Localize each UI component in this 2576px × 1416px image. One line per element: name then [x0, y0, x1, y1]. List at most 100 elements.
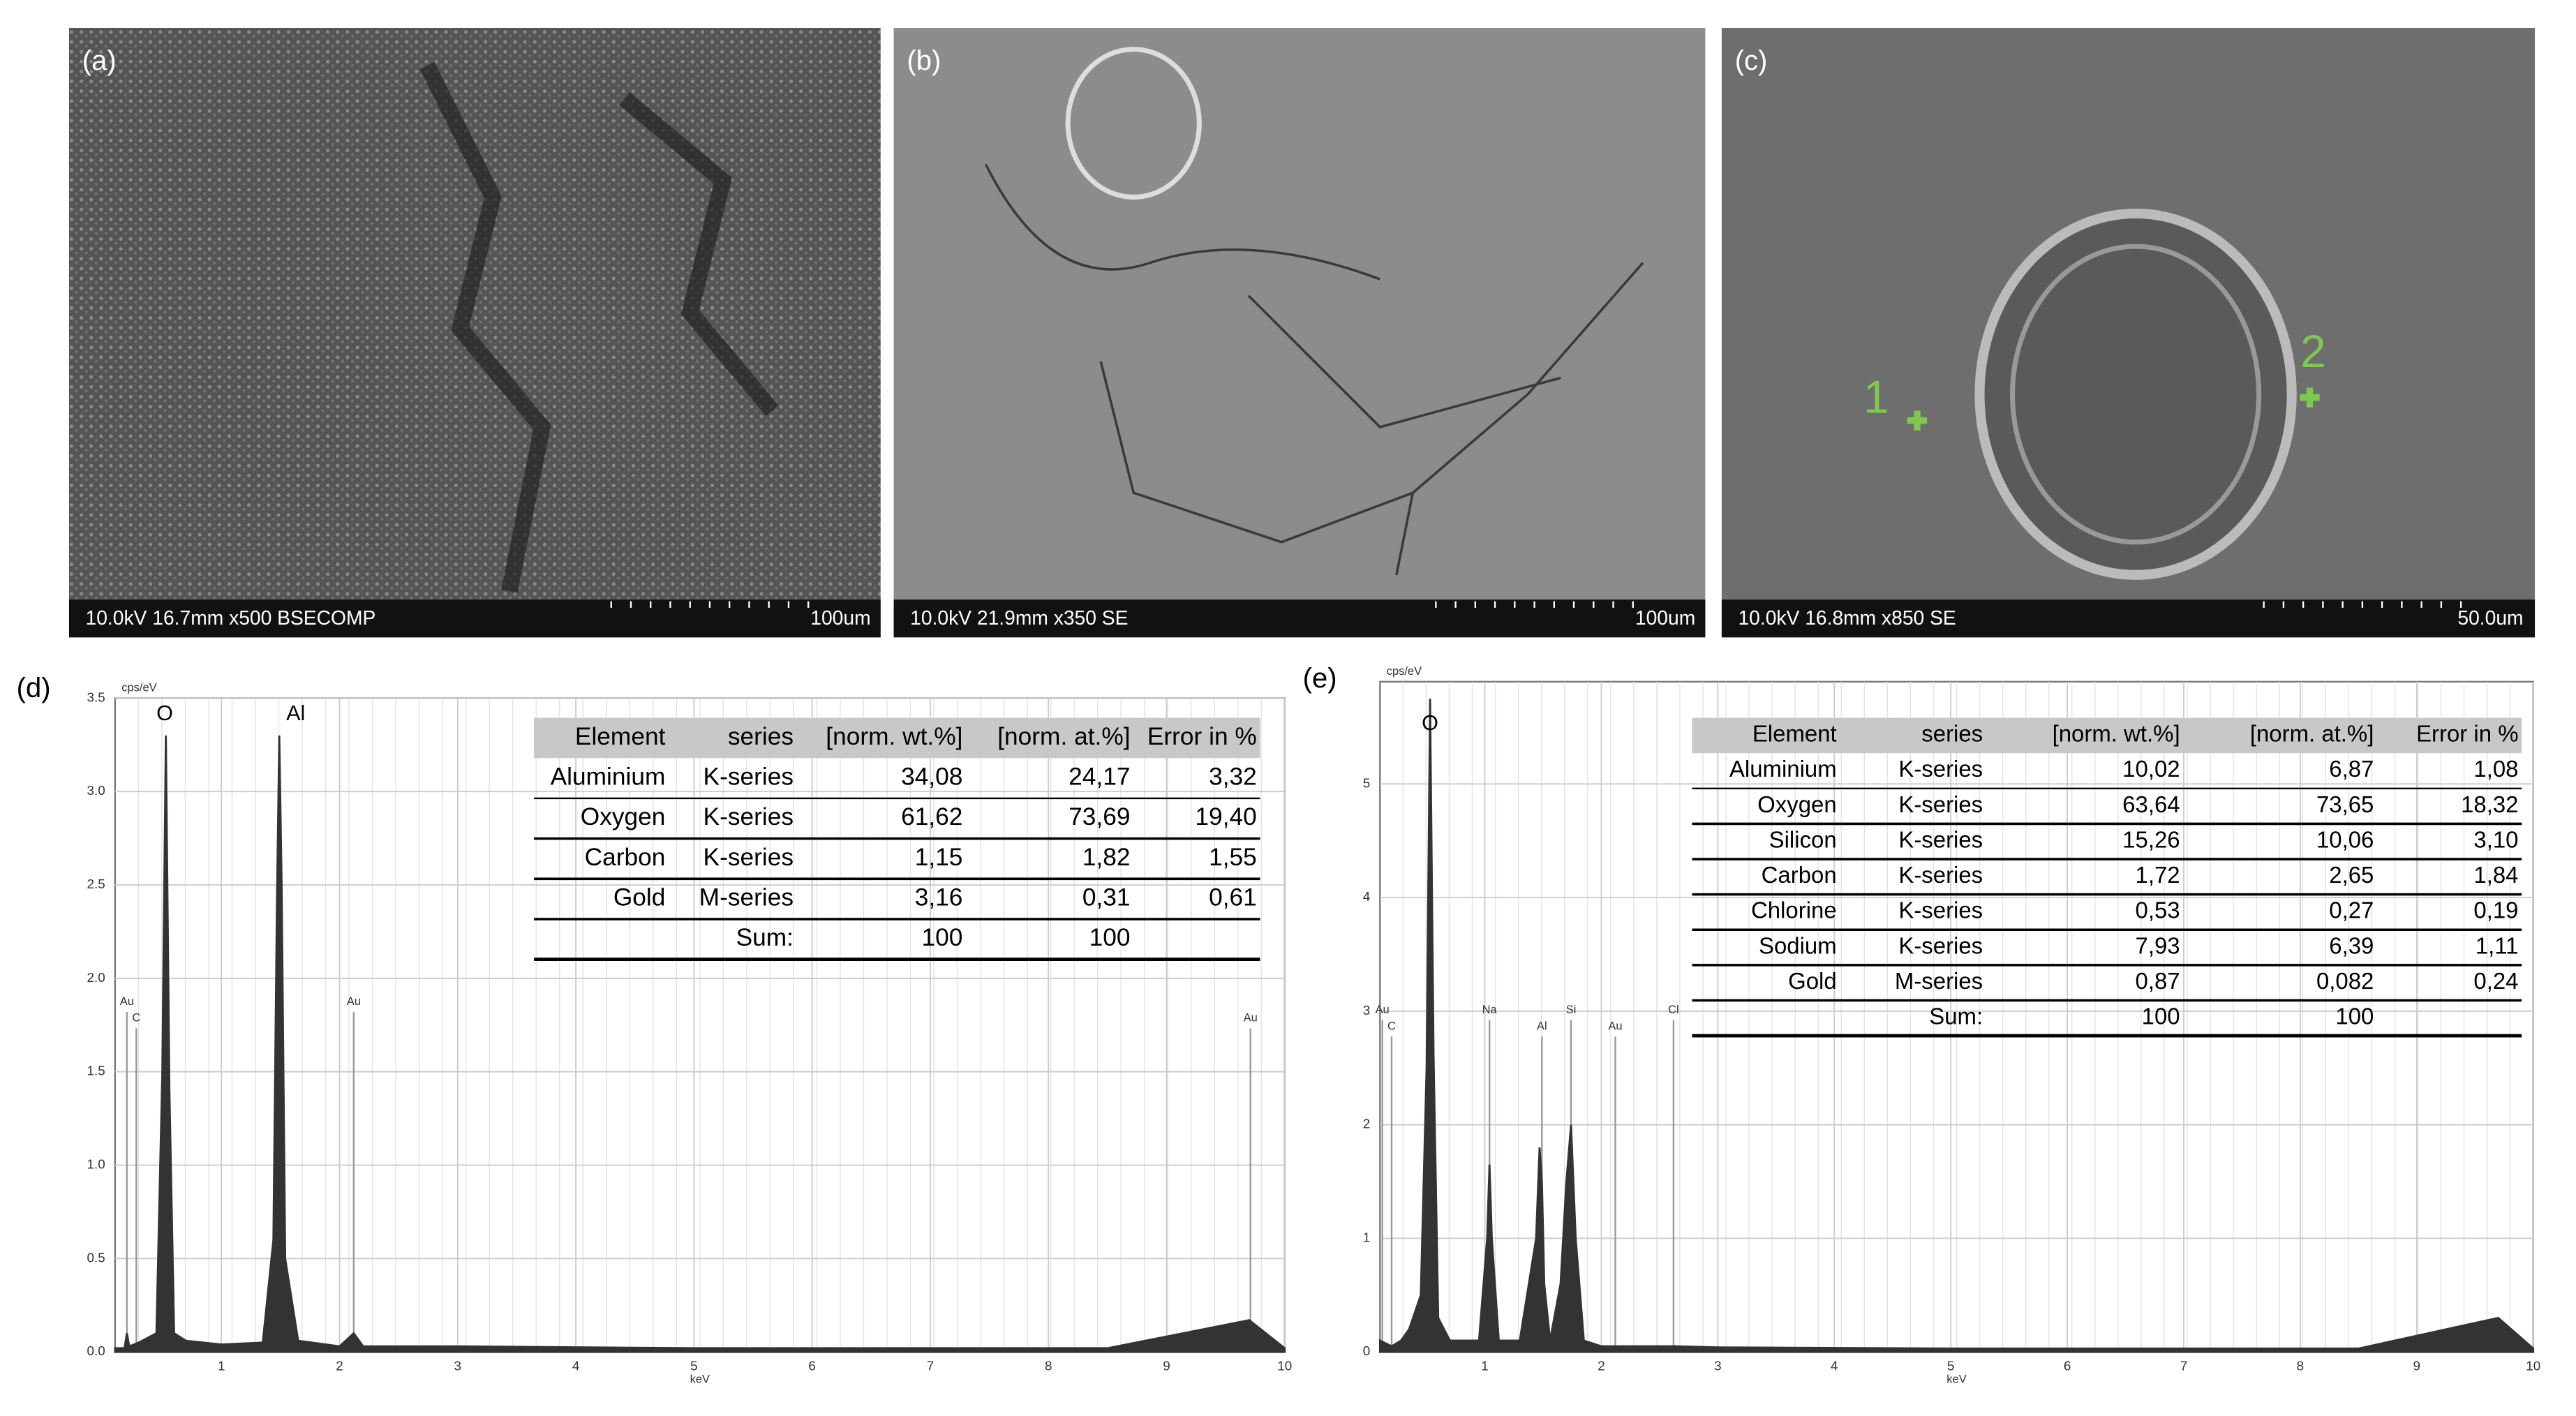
- table-cell: Oxygen: [1757, 791, 1837, 817]
- sem-caption: 10.0kV 16.7mm x500 BSECOMP: [85, 606, 375, 629]
- panel-label: (c): [1735, 45, 1768, 76]
- table-cell: 15,26: [2122, 826, 2180, 852]
- table-sum: 100: [2142, 1003, 2180, 1029]
- x-tick-label: 9: [1163, 1358, 1170, 1373]
- sem-image-b: [893, 28, 1706, 638]
- table-cell: 0,31: [1082, 884, 1131, 911]
- table-cell: Gold: [1788, 968, 1837, 994]
- table-cell: M-series: [699, 884, 794, 911]
- table-cell: 1,08: [2473, 756, 2518, 782]
- point-cross: [2300, 387, 2320, 408]
- caption-bar: [893, 599, 1706, 638]
- marker-label: Au: [347, 995, 361, 1008]
- y-axis-title: cps/eV: [1387, 665, 1422, 678]
- table-cell: 19,40: [1195, 803, 1256, 830]
- table-cell: Oxygen: [581, 803, 666, 830]
- sem-texture: [419, 61, 779, 593]
- table-cell: 1,55: [1209, 844, 1257, 871]
- marker-label: C: [132, 1012, 140, 1024]
- marker-label: C: [1387, 1020, 1396, 1032]
- table-cell: K-series: [703, 844, 794, 871]
- x-tick-label: 1: [218, 1358, 225, 1373]
- x-tick-label: 4: [572, 1358, 579, 1373]
- marker-label: Al: [1537, 1020, 1547, 1032]
- marker-label: Si: [1566, 1004, 1577, 1016]
- table-cell: 10,02: [2122, 756, 2180, 782]
- sem-feature: [2010, 244, 2262, 545]
- table-cell: K-series: [703, 803, 794, 830]
- x-tick-label: 8: [2297, 1358, 2304, 1373]
- table-cell: K-series: [1898, 862, 1983, 888]
- table-cell: 63,64: [2122, 791, 2180, 817]
- table-sum: 100: [922, 924, 963, 951]
- sem-cracks: [984, 163, 1644, 576]
- sem-caption: 10.0kV 16.8mm x850 SE: [1738, 606, 1956, 629]
- x-tick-label: 2: [336, 1358, 343, 1373]
- x-tick-label: 8: [1045, 1358, 1052, 1373]
- table-cell: 24,17: [1069, 763, 1130, 790]
- sem-scale: 100um: [810, 606, 870, 629]
- y-tick-label: 5: [1363, 775, 1370, 790]
- x-tick-label: 6: [2064, 1358, 2071, 1373]
- table-header-bg: [1692, 717, 2522, 754]
- table-sum: Sum:: [1929, 1003, 1983, 1029]
- table-cell: 0,082: [2316, 968, 2374, 994]
- y-axis-title: cps/eV: [121, 682, 156, 694]
- table-sum: Sum:: [736, 924, 794, 951]
- sem-scale: 100um: [1635, 606, 1695, 629]
- table-cell: K-series: [703, 763, 794, 790]
- table-cell: Aluminium: [1729, 756, 1837, 782]
- sem-image-a: [68, 28, 881, 638]
- marker-label: Au: [1376, 1004, 1390, 1016]
- point-label: 1: [1863, 371, 1889, 423]
- y-tick-label: 3: [1363, 1003, 1370, 1018]
- point-label: 2: [2300, 325, 2326, 377]
- spectrum-line: [1378, 699, 2535, 1353]
- table-header: series: [728, 723, 794, 750]
- x-tick-label: 7: [927, 1358, 934, 1373]
- marker-label: Na: [1482, 1004, 1498, 1016]
- sem-feature: [1065, 47, 1202, 200]
- caption-bar: [68, 599, 881, 638]
- sem-feature: [1974, 208, 2297, 580]
- x-tick-label: 6: [808, 1358, 815, 1373]
- y-tick-label: 1: [1363, 1230, 1370, 1244]
- table-cell: 1,15: [915, 844, 963, 871]
- peak-label: Al: [286, 701, 305, 725]
- table-cell: 18,32: [2461, 791, 2518, 817]
- y-tick-label: 4: [1363, 889, 1370, 904]
- panel-label: (a): [82, 45, 117, 76]
- x-tick-label: 5: [690, 1358, 697, 1373]
- y-tick-label: 3.0: [87, 783, 105, 798]
- peak-label: O: [1422, 711, 1438, 735]
- x-tick-label: 3: [454, 1358, 461, 1373]
- table-header: [norm. wt.%]: [826, 723, 962, 750]
- panel-label: (e): [1303, 663, 1337, 694]
- y-tick-label: 1.5: [87, 1064, 105, 1078]
- sem-caption: 10.0kV 21.9mm x350 SE: [910, 606, 1128, 629]
- y-tick-label: 0.5: [87, 1250, 105, 1265]
- table-cell: 1,82: [1082, 844, 1131, 871]
- peak-label: O: [156, 701, 173, 725]
- spectrum-line: [114, 735, 1286, 1353]
- x-tick-label: 4: [1831, 1358, 1838, 1373]
- table-header: Error in %: [2416, 721, 2518, 747]
- table-cell: 6,87: [2329, 756, 2374, 782]
- table-cell: 0,27: [2329, 897, 2374, 923]
- table-cell: 0,61: [1209, 884, 1257, 911]
- y-tick-label: 3.5: [87, 690, 105, 704]
- table-cell: K-series: [1898, 791, 1983, 817]
- table-cell: K-series: [1898, 756, 1983, 782]
- table-cell: 1,11: [2476, 932, 2519, 958]
- table-sum: 100: [1089, 924, 1131, 951]
- panel-label: (b): [907, 45, 941, 76]
- x-axis-title: keV: [690, 1373, 710, 1386]
- table-cell: K-series: [1898, 897, 1983, 923]
- marker-label: Au: [120, 995, 134, 1008]
- table-cell: 0,24: [2473, 968, 2518, 994]
- x-tick-label: 9: [2413, 1358, 2420, 1373]
- x-tick-label: 1: [1481, 1358, 1488, 1373]
- table-cell: 2,65: [2329, 862, 2374, 888]
- table-cell: M-series: [1895, 968, 1983, 994]
